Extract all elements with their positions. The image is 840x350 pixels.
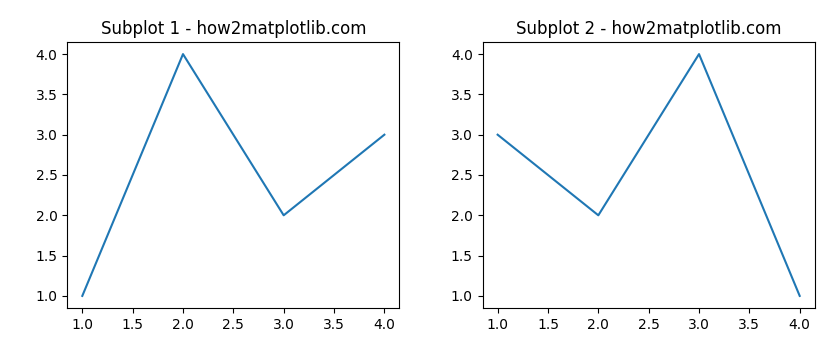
- Title: Subplot 2 - how2matplotlib.com: Subplot 2 - how2matplotlib.com: [516, 20, 781, 38]
- Title: Subplot 1 - how2matplotlib.com: Subplot 1 - how2matplotlib.com: [101, 20, 366, 38]
